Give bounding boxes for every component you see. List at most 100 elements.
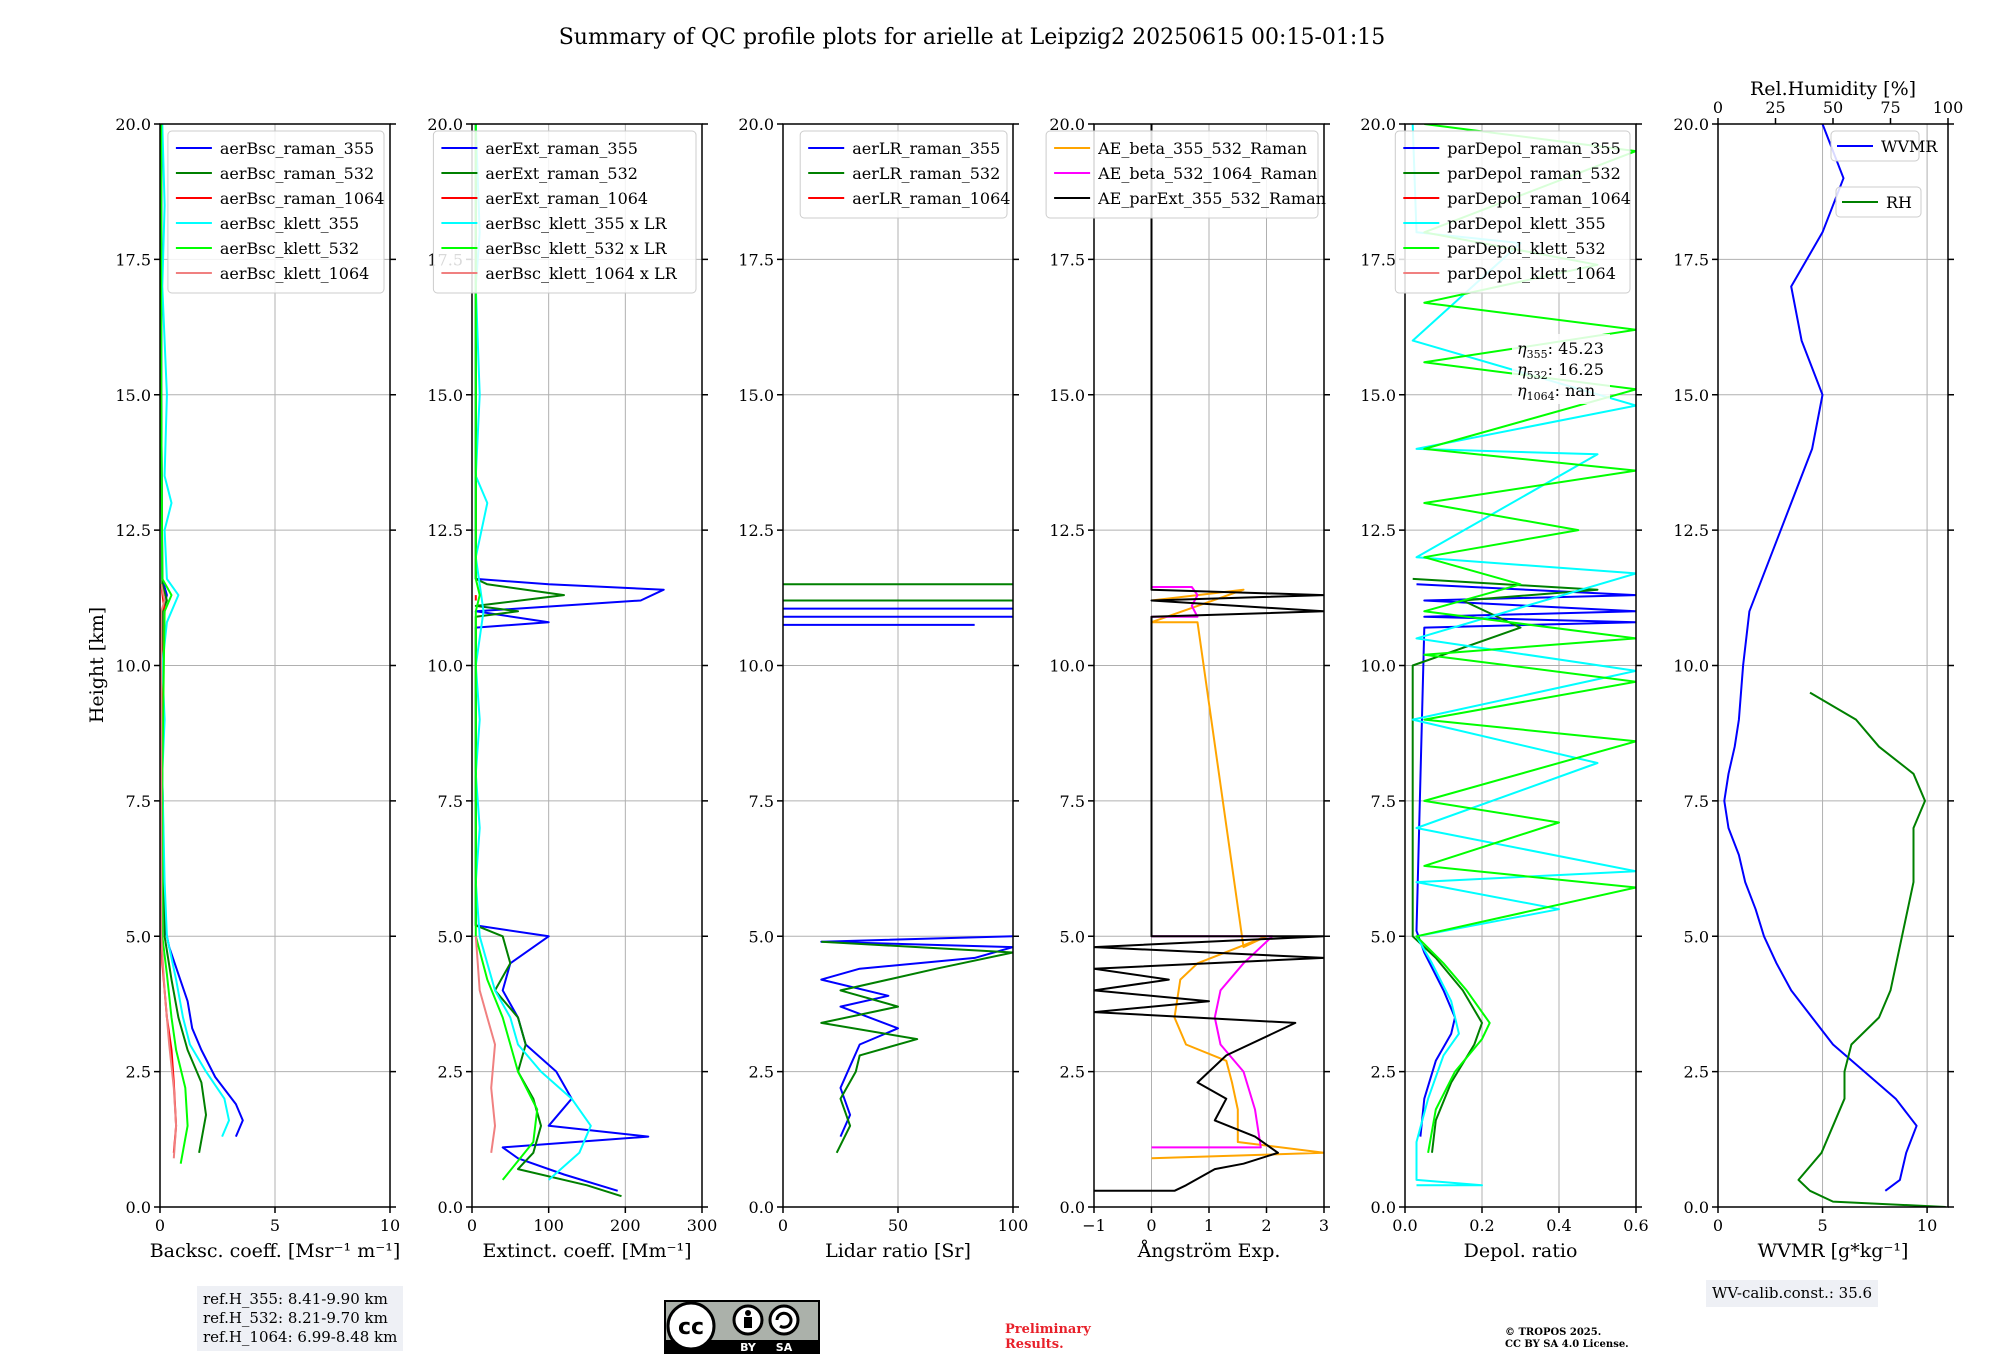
legend-box: [1835, 186, 1922, 218]
x-tick-label: 5: [270, 1216, 280, 1235]
series-line-ae-parext-355-532-raman: [1094, 124, 1324, 1192]
y-tick-label: 7.5: [749, 792, 774, 811]
axes-frame: [1404, 123, 1637, 1208]
y-tick-label: 15.0: [427, 386, 463, 405]
x-tick-label: 2: [1261, 1216, 1271, 1235]
copyright-note: © TROPOS 2025. CC BY SA 4.0 License.: [1505, 1327, 1629, 1351]
series-line-aerbsc-raman-532: [160, 124, 207, 1153]
legend: aerExt_raman_355 aerExt_raman_532 aerExt_r…: [432, 130, 697, 294]
legend-label: aerExt_raman_355: [485, 139, 638, 158]
x-axis-label: Lidar ratio [Sr]: [825, 1240, 971, 1262]
axes-frame: [782, 123, 1014, 1208]
series-group: [1094, 124, 1324, 1192]
legend-label: aerExt_raman_1064: [485, 189, 648, 208]
series-group: [160, 124, 244, 1164]
y-tick-label: 20.0: [1049, 115, 1085, 134]
legend-label: aerLR_raman_355: [852, 139, 1000, 158]
y-tick-label: 0.0: [438, 1198, 463, 1217]
series-line-aerbsc-klett-1064-x-lr: [474, 936, 496, 1153]
svg-text:cc: cc: [678, 1315, 704, 1340]
x-tick-label: 10: [1917, 1216, 1937, 1235]
series-line-rh: [1797, 691, 1946, 1207]
legend-label: parDepol_klett_532: [1447, 239, 1605, 258]
y-tick-label: 10.0: [1360, 657, 1396, 676]
x-axis-label: Ångström Exp.: [1137, 1240, 1281, 1262]
y-tick-label: 12.5: [1049, 521, 1085, 540]
legend-label: aerBsc_klett_355: [220, 214, 359, 233]
series-line-wvmr: [1723, 124, 1918, 1192]
y-tick-label: 0.0: [1684, 1198, 1709, 1217]
y-tick-label: 17.5: [1049, 250, 1085, 269]
legend-wvmr: WVMR: [1830, 130, 1938, 162]
legend-label: aerExt_raman_532: [485, 164, 638, 183]
top-x-tick-label: 0: [1713, 98, 1723, 117]
x-tick-label: 10: [380, 1216, 400, 1235]
y-tick-label: 0.0: [1371, 1198, 1396, 1217]
ref-heights-box: ref.H_355: 8.41-9.90 km ref.H_532: 8.21-…: [197, 1286, 404, 1351]
axes-frame: [1093, 123, 1325, 1208]
legend: aerBsc_raman_355 aerBsc_raman_532 aerBsc_r…: [167, 130, 385, 294]
legend: aerLR_raman_355 aerLR_raman_532 aerLR_rama…: [799, 130, 1010, 219]
legend-rh: RH: [1835, 186, 1922, 218]
x-axis-label: WVMR [g*kg⁻¹]: [1758, 1240, 1909, 1262]
cc-sa-text: SA: [776, 1341, 793, 1354]
series-line-pardepol-raman-355: [1415, 583, 1636, 1137]
panel-2: 0.02.55.07.510.012.515.017.520.001002003…: [427, 115, 717, 1262]
y-tick-label: 5.0: [1060, 927, 1085, 946]
y-tick-label: 12.5: [1360, 521, 1396, 540]
y-tick-label: 15.0: [1049, 386, 1085, 405]
y-tick-label: 20.0: [1673, 115, 1709, 134]
wv-calib-box: WV-calib.const.: 35.6: [1706, 1280, 1879, 1307]
x-tick-label: 0: [778, 1216, 788, 1235]
y-tick-label: 5.0: [1371, 927, 1396, 946]
panel-4: 0.0 2.5 5.0 7.5 10.0 12.5 15.0 17.5 20.0 −1 0 1 2 3 Ån…: [1045, 115, 1330, 1262]
x-tick-label: 0: [1146, 1216, 1156, 1235]
y-tick-label: 12.5: [427, 521, 463, 540]
copyright-line-2: CC BY SA 4.0 License.: [1505, 1339, 1629, 1350]
y-tick-label: 10.0: [427, 657, 463, 676]
y-tick-label: 5.0: [1684, 927, 1709, 946]
legend-box: [1830, 130, 1920, 162]
y-tick-label: 10.0: [738, 657, 774, 676]
legend-label: aerBsc_raman_355: [220, 139, 374, 158]
top-x-tick-label: 100: [1933, 98, 1964, 117]
legend-label: aerLR_raman_1064: [852, 189, 1010, 208]
ref-height-355: ref.H_355: 8.41-9.90 km: [203, 1290, 388, 1308]
x-tick-label: −1: [1082, 1216, 1106, 1235]
y-tick-label: 2.5: [749, 1063, 774, 1082]
y-tick-label: 10.0: [1673, 657, 1709, 676]
preliminary-results-note: Preliminary Results.: [1005, 1322, 1091, 1352]
y-tick-label: 20.0: [1360, 115, 1396, 134]
top-x-tick-label: 75: [1880, 98, 1900, 117]
x-tick-label: 100: [998, 1216, 1029, 1235]
cc-by-text: BY: [740, 1341, 757, 1354]
legend-label: aerBsc_klett_532: [220, 239, 359, 258]
ref-height-1064: ref.H_1064: 6.99-8.48 km: [203, 1328, 398, 1346]
x-tick-label: 1: [1204, 1216, 1214, 1235]
y-tick-label: 12.5: [115, 521, 151, 540]
y-tick-label: 7.5: [1684, 792, 1709, 811]
x-tick-label: 0.0: [1392, 1216, 1417, 1235]
legend-label: aerLR_raman_532: [852, 164, 1000, 183]
legend-label: aerBsc_klett_355 x LR: [485, 214, 667, 233]
x-tick-label: 200: [610, 1216, 641, 1235]
y-tick-label: 2.5: [126, 1063, 151, 1082]
x-tick-label: 0.4: [1546, 1216, 1571, 1235]
y-tick-label: 0.0: [1060, 1198, 1085, 1217]
y-tick-label: 15.0: [738, 386, 774, 405]
panel-1: 0.0 2.5 5.0 7.5 10.0 12.5 15.0 17.5 20.0 0 5 10 Back…: [115, 115, 400, 1262]
panels-group: 0.02.55.07.510.012.515.017.520.00 5 10Back…: [115, 78, 1963, 1262]
y-tick-label: 10.0: [115, 657, 151, 676]
y-tick-label: 15.0: [1360, 386, 1396, 405]
series-line-aerlr-raman-532: [820, 940, 1013, 1154]
y-tick-label: 5.0: [126, 927, 151, 946]
legend-label: parDepol_klett_355: [1447, 214, 1605, 233]
x-tick-label: 0: [155, 1216, 165, 1235]
eta-annotation: η532: 16.25: [1517, 360, 1604, 382]
preliminary-line-2: Results.: [1005, 1337, 1064, 1352]
series-line-aerbsc-klett-532-x-lr: [474, 124, 539, 1181]
legend-label: parDepol_raman_532: [1447, 164, 1620, 183]
series-line-aerbsc-klett-355-x-lr: [474, 124, 592, 1181]
legend-label: parDepol_raman_1064: [1447, 189, 1631, 208]
